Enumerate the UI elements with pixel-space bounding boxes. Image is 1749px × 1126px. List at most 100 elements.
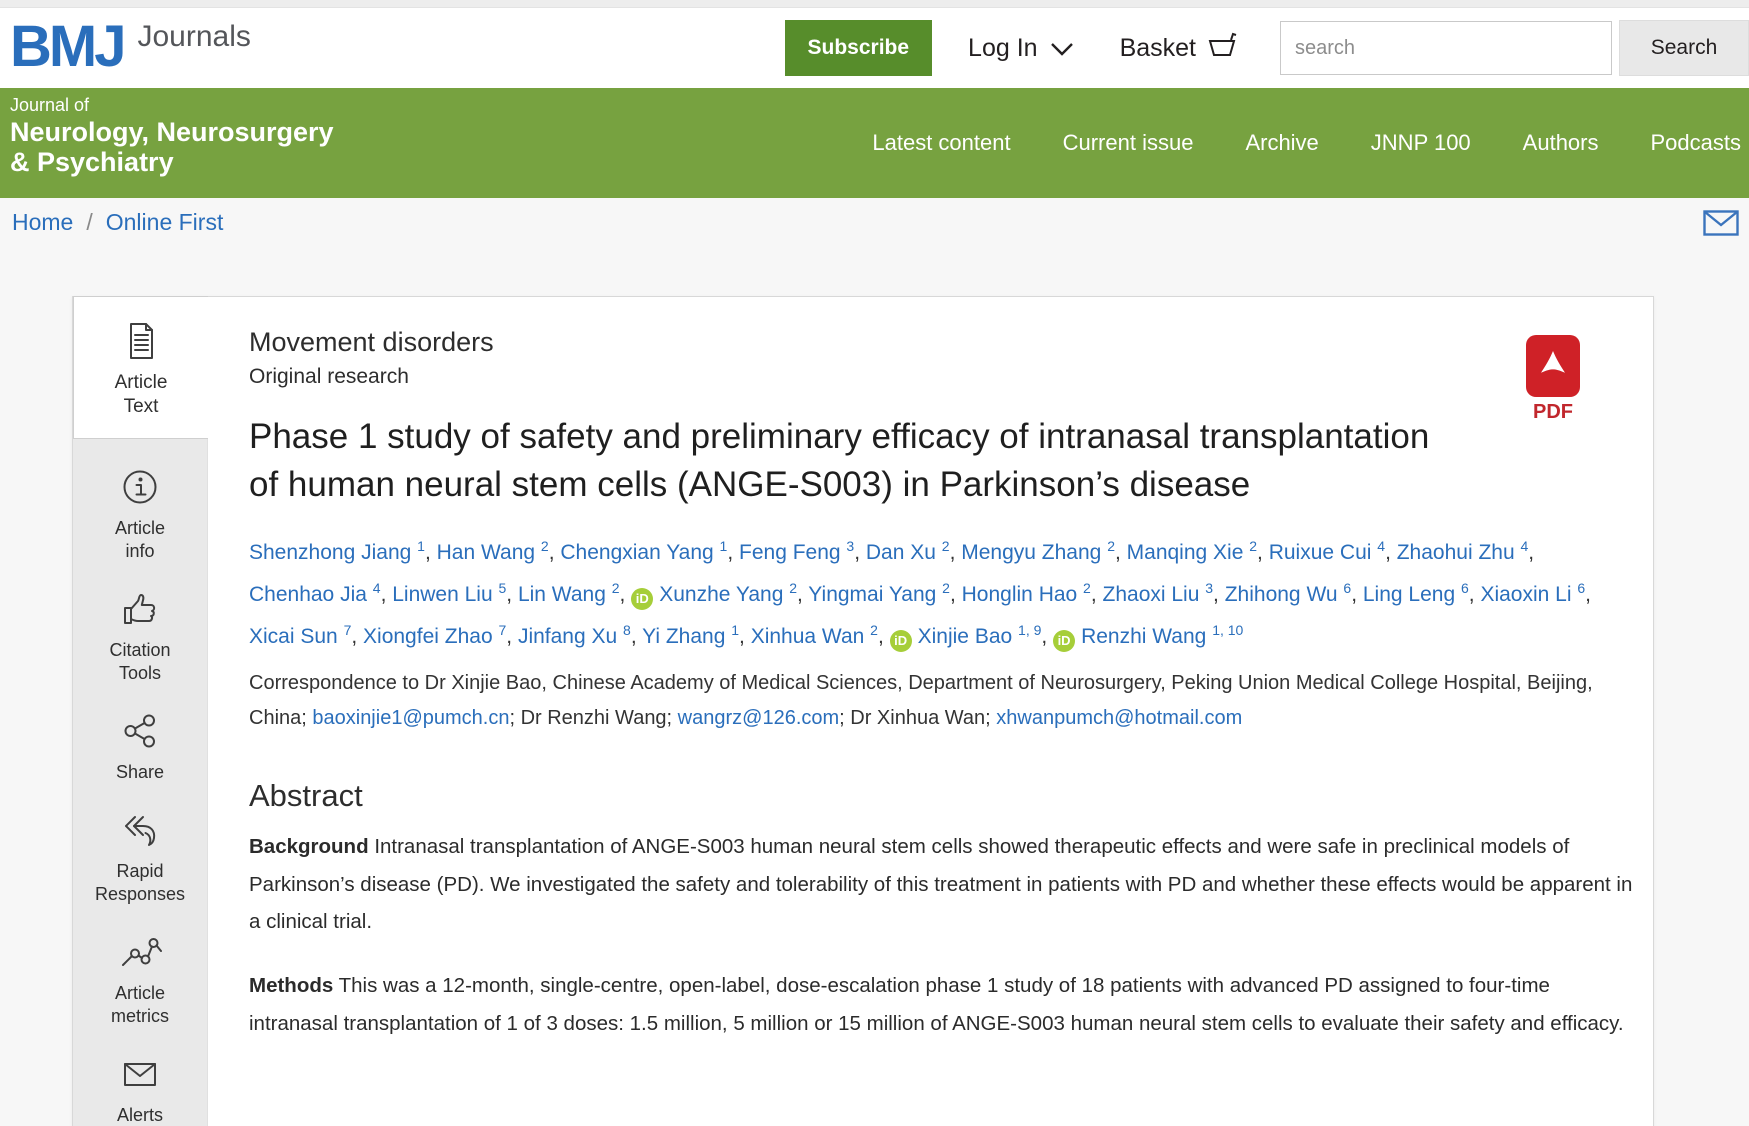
author-link[interactable]: iD Xinjie Bao 1, 9 <box>889 621 1042 652</box>
author-link[interactable]: iD Xunzhe Yang 2 <box>631 579 797 610</box>
sidebar-item-citation-tools[interactable]: Citation Tools <box>73 587 207 685</box>
article-section: Movement disorders <box>249 327 494 357</box>
author-affiliation-sup: 6 <box>1460 579 1469 596</box>
author-affiliation-sup: 1, 9 <box>1018 621 1042 638</box>
sidebar-item-alerts[interactable]: Alerts <box>73 1052 207 1126</box>
journals-logo-text: Journals <box>137 20 251 53</box>
author-link[interactable]: Zhaoxi Liu 3 <box>1102 579 1214 606</box>
author-separator: , <box>1528 540 1535 564</box>
login-label: Log In <box>968 33 1038 62</box>
author-link[interactable]: Xiaoxin Li 6 <box>1480 579 1586 606</box>
email-link[interactable]: baoxinjie1@pumch.cn <box>312 706 510 729</box>
correspondence-text: ; Dr Renzhi Wang; <box>509 706 678 729</box>
breadcrumb-online-first[interactable]: Online First <box>105 208 224 235</box>
nav-item-latest-content[interactable]: Latest content <box>872 130 1011 155</box>
author-link[interactable]: Manqing Xie 2 <box>1126 537 1258 564</box>
author-link[interactable]: Ruixue Cui 4 <box>1268 537 1386 564</box>
article-sidebar: Article Text Article info Citation Tools Shar… <box>73 296 208 1126</box>
author-affiliation-sup: 6 <box>1577 579 1586 596</box>
author-list: Shenzhong Jiang 1, Han Wang 2, Chengxian… <box>249 532 1644 658</box>
author-separator: , <box>1468 582 1481 606</box>
basket-menu[interactable]: Basket <box>1120 30 1238 67</box>
abstract-background: Background Intranasal transplantation of… <box>249 828 1644 942</box>
header-actions: Subscribe Log In Basket Search <box>784 20 1749 76</box>
author-separator: , <box>739 624 751 648</box>
bmj-logo[interactable]: BMJ Journals <box>10 12 251 82</box>
sidebar-item-label: Citation Tools <box>109 639 171 683</box>
search-input[interactable] <box>1280 21 1612 75</box>
email-link[interactable]: wangrz@126.com <box>677 706 840 729</box>
breadcrumb-home[interactable]: Home <box>12 208 74 235</box>
author-link[interactable]: Yingmai Yang 2 <box>808 579 950 606</box>
orcid-icon[interactable]: iD <box>889 629 912 652</box>
author-link[interactable]: Xiongfei Zhao 7 <box>363 621 507 648</box>
orcid-icon[interactable]: iD <box>1053 629 1076 652</box>
author-link[interactable]: Lin Wang 2 <box>517 579 620 606</box>
author-link[interactable]: Dan Xu 2 <box>865 537 950 564</box>
share-icon <box>73 709 207 753</box>
author-link[interactable]: Jinfang Xu 8 <box>517 621 631 648</box>
author-link[interactable]: Xinhua Wan 2 <box>750 621 878 648</box>
sidebar-item-label: Alerts <box>116 1104 163 1125</box>
nav-item-authors[interactable]: Authors <box>1522 130 1599 155</box>
author-link[interactable]: iD Renzhi Wang 1, 10 <box>1053 622 1243 652</box>
author-link[interactable]: Feng Feng 3 <box>739 537 855 564</box>
sidebar-item-article-info[interactable]: Article info <box>73 465 207 563</box>
author-affiliation-sup: 2 <box>611 579 620 596</box>
article-content: Movement disorders Original research Pha… <box>249 297 1644 1043</box>
author-link[interactable]: Yi Zhang 1 <box>642 621 740 648</box>
author-link[interactable]: Zhaohui Zhu 4 <box>1396 537 1529 564</box>
sidebar-item-rapid-responses[interactable]: Rapid Responses <box>73 808 207 906</box>
article-card: Article Text Article info Citation Tools Shar… <box>72 296 1654 1126</box>
download-pdf[interactable]: PDF <box>1517 335 1589 424</box>
author-separator: , <box>854 540 866 564</box>
author-separator: , <box>424 540 437 564</box>
author-separator: , <box>380 582 393 606</box>
nav-item-podcasts[interactable]: Podcasts <box>1650 130 1742 155</box>
author-affiliation-sup: 5 <box>498 579 507 596</box>
author-link[interactable]: Chengxian Yang 1 <box>560 537 728 564</box>
author-link[interactable]: Linwen Liu 5 <box>392 579 507 606</box>
sidebar-item-article-text[interactable]: Article Text <box>73 296 208 439</box>
author-link[interactable]: Han Wang 2 <box>436 537 549 564</box>
author-separator: , <box>1385 540 1397 564</box>
author-separator: , <box>1351 582 1363 606</box>
author-separator: , <box>630 624 643 648</box>
email-icon[interactable] <box>1703 210 1739 241</box>
author-separator: , <box>949 540 962 564</box>
author-link[interactable]: Ling Leng 6 <box>1362 579 1469 606</box>
sidebar-item-share[interactable]: Share <box>73 709 207 784</box>
orcid-icon[interactable]: iD <box>631 587 654 610</box>
author-affiliation-sup: 2 <box>941 537 950 554</box>
nav-item-current-issue[interactable]: Current issue <box>1062 130 1194 155</box>
author-link[interactable]: Chenhao Jia 4 <box>249 579 381 606</box>
sidebar-item-article-metrics[interactable]: Article metrics <box>73 930 207 1028</box>
author-link[interactable]: Zhihong Wu 6 <box>1224 579 1352 606</box>
abstract-background-label: Background <box>249 834 369 858</box>
author-affiliation-sup: 3 <box>1205 579 1214 596</box>
abstract-methods-label: Methods <box>249 974 334 998</box>
author-separator: , <box>351 624 364 648</box>
author-link[interactable]: Mengyu Zhang 2 <box>961 537 1115 564</box>
author-separator: , <box>1114 540 1127 564</box>
nav-item-archive[interactable]: Archive <box>1245 130 1319 155</box>
author-affiliation-sup: 2 <box>1083 579 1091 596</box>
nav-item-jnnp-100[interactable]: JNNP 100 <box>1370 130 1471 155</box>
author-separator: , <box>1090 582 1103 606</box>
author-affiliation-sup: 1 <box>719 537 728 554</box>
metrics-icon <box>73 930 207 974</box>
author-link[interactable]: Shenzhong Jiang 1 <box>249 537 425 564</box>
author-separator: , <box>1257 540 1269 564</box>
author-separator: , <box>1585 582 1591 606</box>
search-button[interactable]: Search <box>1619 20 1749 76</box>
author-affiliation-sup: 2 <box>789 579 797 596</box>
journal-nav-bar: Journal of Neurology, Neurosurgery & Psy… <box>0 88 1749 198</box>
journal-title[interactable]: Journal of Neurology, Neurosurgery & Psy… <box>10 95 334 178</box>
pdf-icon <box>1526 335 1580 397</box>
author-link[interactable]: Xicai Sun 7 <box>249 621 352 648</box>
login-menu[interactable]: Log In <box>968 34 1074 63</box>
subscribe-button[interactable]: Subscribe <box>784 20 933 76</box>
author-link[interactable]: Honglin Hao 2 <box>961 579 1091 606</box>
journal-kicker: Journal of <box>10 95 90 115</box>
email-link[interactable]: xhwanpumch@hotmail.com <box>996 706 1243 729</box>
